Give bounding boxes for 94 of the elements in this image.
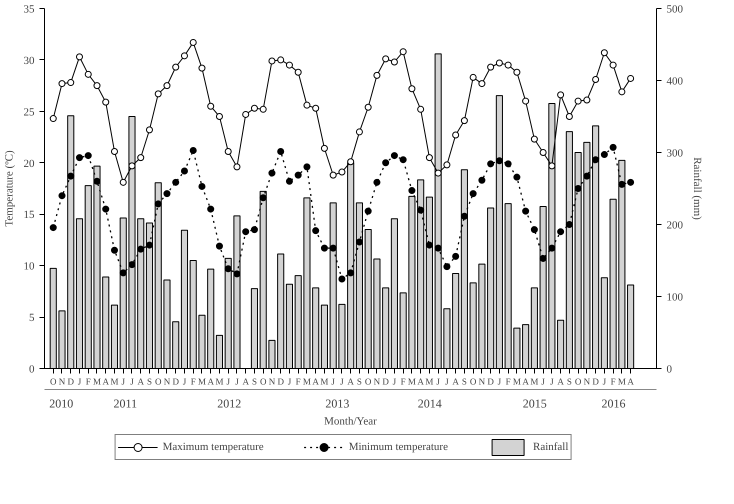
x-tick-label: J xyxy=(331,376,336,386)
x-tick-label: O xyxy=(574,376,582,386)
x-tick-label: D xyxy=(67,376,74,386)
legend-label: Rainfall xyxy=(532,441,568,453)
x-tick-label: A xyxy=(452,376,460,386)
x-tick-label: N xyxy=(58,376,66,386)
x-tick-label: M xyxy=(198,376,206,386)
x-tick-label: F xyxy=(86,376,91,386)
x-tick-label: M xyxy=(302,376,311,386)
x-tick-label: A xyxy=(557,376,564,386)
x-tick-label: J xyxy=(445,376,450,386)
x-tick-label: O xyxy=(154,376,162,386)
x-tick-label: J xyxy=(288,376,292,386)
y-tick-label: 5 xyxy=(29,312,35,324)
x-tick-label: M xyxy=(92,376,101,386)
x-tick-label: A xyxy=(312,376,320,386)
x-tick-label: M xyxy=(215,376,224,386)
x-tick-label: J xyxy=(130,376,134,386)
x-tick-label: F xyxy=(610,376,616,386)
x-tick-label: J xyxy=(436,376,440,386)
y-tick-label: 10 xyxy=(24,260,35,273)
x2-tick-label: 2014 xyxy=(418,396,442,410)
x-tick-label: A xyxy=(522,376,530,386)
x-tick-label: S xyxy=(356,376,362,386)
x-tick-label: J xyxy=(498,376,502,386)
x-tick-label: J xyxy=(121,376,126,386)
x-axis-title: Month/Year xyxy=(324,416,378,428)
x-tick-label: N xyxy=(374,376,381,386)
x-tick-label: F xyxy=(190,376,196,386)
y-tick-label: 0 xyxy=(29,364,35,376)
x-tick-label: S xyxy=(252,376,257,386)
y-tick-label: 35 xyxy=(24,4,35,16)
y2-axis-title: Rainfall (mm) xyxy=(691,157,703,220)
x-tick-label: J xyxy=(78,376,82,386)
x-tick-label: D xyxy=(172,376,180,386)
x-tick-label: A xyxy=(627,376,634,386)
x-tick-label: D xyxy=(382,376,390,386)
y2-tick-label: 500 xyxy=(666,4,684,16)
x-tick-label: S xyxy=(146,376,152,386)
x-tick-label: N xyxy=(268,376,276,386)
x-tick-label: O xyxy=(50,376,57,386)
y-tick-label: 30 xyxy=(24,54,35,67)
x-tick-label: F xyxy=(400,376,406,386)
x-tick-label: A xyxy=(137,376,144,386)
x-tick-label: J xyxy=(226,376,230,386)
x-tick-label: O xyxy=(470,376,477,386)
legend-label: Minimum temperature xyxy=(348,441,448,453)
x-tick-label: M xyxy=(408,376,416,386)
x-tick-label: N xyxy=(584,376,591,386)
x-tick-label: M xyxy=(618,376,626,386)
x2-tick-label: 2013 xyxy=(325,396,350,410)
x-tick-label: O xyxy=(260,376,267,386)
x2-tick-label: 2015 xyxy=(522,396,547,410)
x-tick-label: S xyxy=(462,376,467,386)
y2-tick-label: 400 xyxy=(666,76,684,88)
y-axis-title: Temperature (ºC) xyxy=(4,150,16,227)
x-tick-label: A xyxy=(417,376,424,386)
x-tick-label: D xyxy=(487,376,494,386)
y2-tick-label: 100 xyxy=(666,292,684,304)
x-tick-label: J xyxy=(550,376,554,386)
x2-tick-label: 2012 xyxy=(217,396,242,410)
x-tick-label: O xyxy=(364,376,372,386)
y2-tick-label: 0 xyxy=(666,364,672,376)
x-tick-label: D xyxy=(592,376,600,386)
x2-tick-label: 2016 xyxy=(601,396,626,410)
x-tick-label: M xyxy=(512,376,521,386)
x-tick-label: A xyxy=(242,376,250,386)
y2-tick-label: 300 xyxy=(666,148,684,160)
x-tick-label: F xyxy=(506,376,511,386)
x-tick-label: D xyxy=(277,376,284,386)
legend-label: Maximum temperature xyxy=(162,441,264,453)
y-tick-label: 15 xyxy=(24,209,35,222)
y2-tick-label: 200 xyxy=(666,220,684,232)
x-tick-label: N xyxy=(478,376,486,386)
x-tick-label: J xyxy=(182,376,187,386)
x-tick-label: J xyxy=(541,376,546,386)
x-tick-label: S xyxy=(566,376,572,386)
x2-tick-label: 2011 xyxy=(114,396,138,410)
x-tick-label: J xyxy=(340,376,344,386)
x-tick-label: J xyxy=(392,376,397,386)
y-tick-label: 25 xyxy=(24,106,35,118)
x2-tick-label: 2010 xyxy=(49,396,74,410)
x-tick-label: M xyxy=(320,376,328,386)
x-tick-label: J xyxy=(602,376,607,386)
x-tick-label: A xyxy=(347,376,354,386)
x-tick-label: M xyxy=(425,376,434,386)
x-tick-label: F xyxy=(296,376,301,386)
y-tick-label: 20 xyxy=(24,158,35,170)
x-tick-label: A xyxy=(207,376,214,386)
x-tick-label: N xyxy=(164,376,171,386)
x-tick-label: A xyxy=(102,376,110,386)
x-tick-label: M xyxy=(530,376,538,386)
x-tick-label: J xyxy=(235,376,240,386)
x-tick-label: M xyxy=(110,376,118,386)
